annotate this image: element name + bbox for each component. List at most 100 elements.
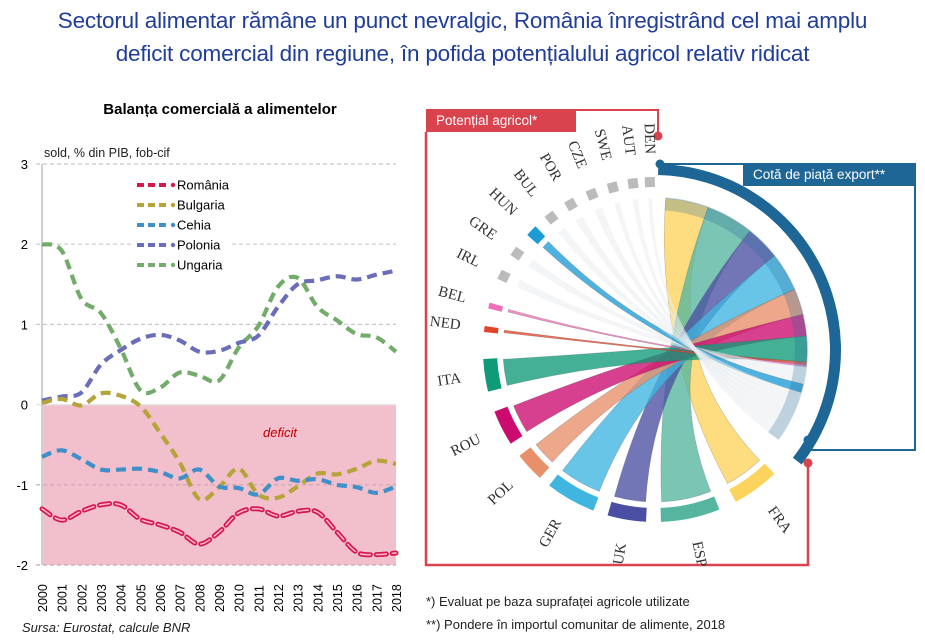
series-line-ungaria (41, 242, 398, 396)
country-arc-rou (494, 406, 523, 444)
export-frame (655, 159, 916, 451)
legend-marker (170, 262, 176, 268)
x-tick-label: 2003 (95, 584, 109, 612)
x-tick-label: 2009 (213, 584, 227, 612)
series-line-polonia (41, 268, 397, 403)
deficit-annotation: deficit (263, 425, 298, 440)
country-arc-ger (549, 474, 599, 511)
chord-ribbon-esp (660, 207, 751, 503)
page-title-line-2: deficit comercial din regiune, în pofida… (115, 41, 810, 66)
source-note: Sursa: Eurostat, calcule BNR (22, 620, 191, 635)
series-line-cehia (41, 448, 397, 497)
country-label-fra: FRA (764, 504, 794, 537)
y-tick-label: 1 (21, 317, 28, 332)
export-share-arc (658, 164, 841, 465)
chord-ribbon-bul (558, 227, 801, 401)
x-tick-label: 2002 (75, 584, 89, 612)
legend-marker (170, 182, 176, 188)
legend-bg (132, 255, 232, 271)
country-label-bul: BUL (510, 167, 541, 200)
page-title: Sectorul alimentar rămâne un punct nevra… (0, 4, 925, 70)
chord-ribbon-swe (614, 202, 792, 425)
chord-ribbon-rou (513, 314, 807, 433)
country-label-rou: ROU (448, 431, 484, 460)
country-label-den: DEN (641, 123, 658, 154)
country-label-swe: SWE (591, 127, 614, 162)
country-label-gre: GRE (466, 213, 500, 243)
chord-ribbon-gre (528, 259, 805, 385)
chord-ribbon-den (648, 198, 783, 440)
country-arc-uk (607, 501, 647, 522)
x-tick-label: 2004 (115, 584, 129, 612)
legend-marker (170, 202, 176, 208)
country-label-esp: ESP (688, 540, 709, 569)
line-chart-title: Balanța comercială a alimentelor (103, 101, 337, 118)
chord-ribbon-aut (632, 198, 788, 433)
chord-ribbon-ita (502, 335, 808, 386)
country-arc-fra (729, 463, 775, 502)
country-label-ita: ITA (436, 370, 462, 389)
chord-ribbon-ger (562, 255, 795, 492)
country-label-uk: UK (611, 542, 630, 566)
x-tick-label: 2007 (174, 584, 188, 612)
chord-ribbon-ned (503, 329, 807, 366)
legend-bg (132, 235, 232, 251)
legend-label: Ungaria (177, 258, 223, 273)
legend-label: Polonia (177, 238, 221, 253)
x-tick-label: 2017 (370, 584, 384, 612)
legend-marker (170, 242, 176, 248)
country-label-aut: AUT (618, 124, 638, 157)
x-tick-label: 2016 (351, 584, 365, 612)
x-tick-label: 2001 (56, 584, 70, 612)
x-tick-label: 2000 (36, 584, 50, 612)
y-tick-label: 3 (21, 157, 28, 172)
x-tick-label: 2018 (390, 584, 404, 612)
legend-bg (132, 195, 232, 211)
country-label-ned: NED (429, 314, 462, 334)
page-title-line-1: Sectorul alimentar rămâne un punct nevra… (57, 8, 868, 33)
chord-ribbon-fra (663, 198, 761, 484)
country-label-pol: POL (485, 477, 517, 508)
footnote-1: *) Evaluat pe baza suprafaței agricole u… (426, 594, 690, 609)
legend-label: România (177, 178, 230, 193)
legend-label: Cehia (177, 218, 212, 233)
series-line-romania-inner (41, 502, 397, 556)
country-arc-pol (519, 447, 550, 478)
chord-ribbon-cze (594, 207, 796, 417)
potential-agricol-label: Potențial agricol* (426, 110, 576, 132)
export-share-label: Cotă de piață export** (743, 164, 915, 186)
x-tick-label: 2010 (233, 584, 247, 612)
country-arc-bel (488, 302, 504, 312)
chord-ribbon-por (575, 216, 799, 409)
country-marker-swe (606, 181, 620, 194)
y-tick-label: -2 (16, 558, 28, 573)
chord-ribbon-pol (535, 289, 804, 463)
country-label-irl: IRL (454, 246, 483, 271)
country-label-hun: HUN (485, 185, 520, 219)
legend-marker (170, 222, 176, 228)
country-marker-cze (585, 187, 599, 201)
export-target-band (664, 197, 808, 440)
country-marker-gre (510, 246, 525, 261)
x-tick-label: 2013 (292, 584, 306, 612)
y-tick-label: 0 (21, 398, 28, 413)
country-marker-den (644, 176, 656, 188)
y-tick-label: -1 (16, 478, 28, 493)
legend-label: Bulgaria (177, 198, 225, 213)
x-tick-label: 2015 (331, 584, 345, 612)
y-axis-unit-label: sold, % din PIB, fob-cif (44, 146, 170, 160)
chord-ribbon-irl (516, 279, 807, 376)
country-arc-hun (527, 226, 546, 245)
x-tick-label: 2011 (252, 585, 266, 612)
footnote-2: **) Pondere în importul comunitar de ali… (426, 617, 726, 632)
country-label-por: POR (536, 151, 564, 184)
legend-bg (132, 215, 232, 231)
chord-ribbon-uk (614, 230, 775, 503)
chord-ribbon-hun (542, 241, 804, 393)
country-label-ger: GER (536, 516, 565, 550)
x-tick-label: 2005 (134, 584, 148, 612)
country-marker-aut (627, 177, 639, 190)
x-tick-label: 2014 (311, 584, 325, 612)
country-marker-irl (497, 269, 511, 284)
y-tick-label: 2 (21, 237, 28, 252)
